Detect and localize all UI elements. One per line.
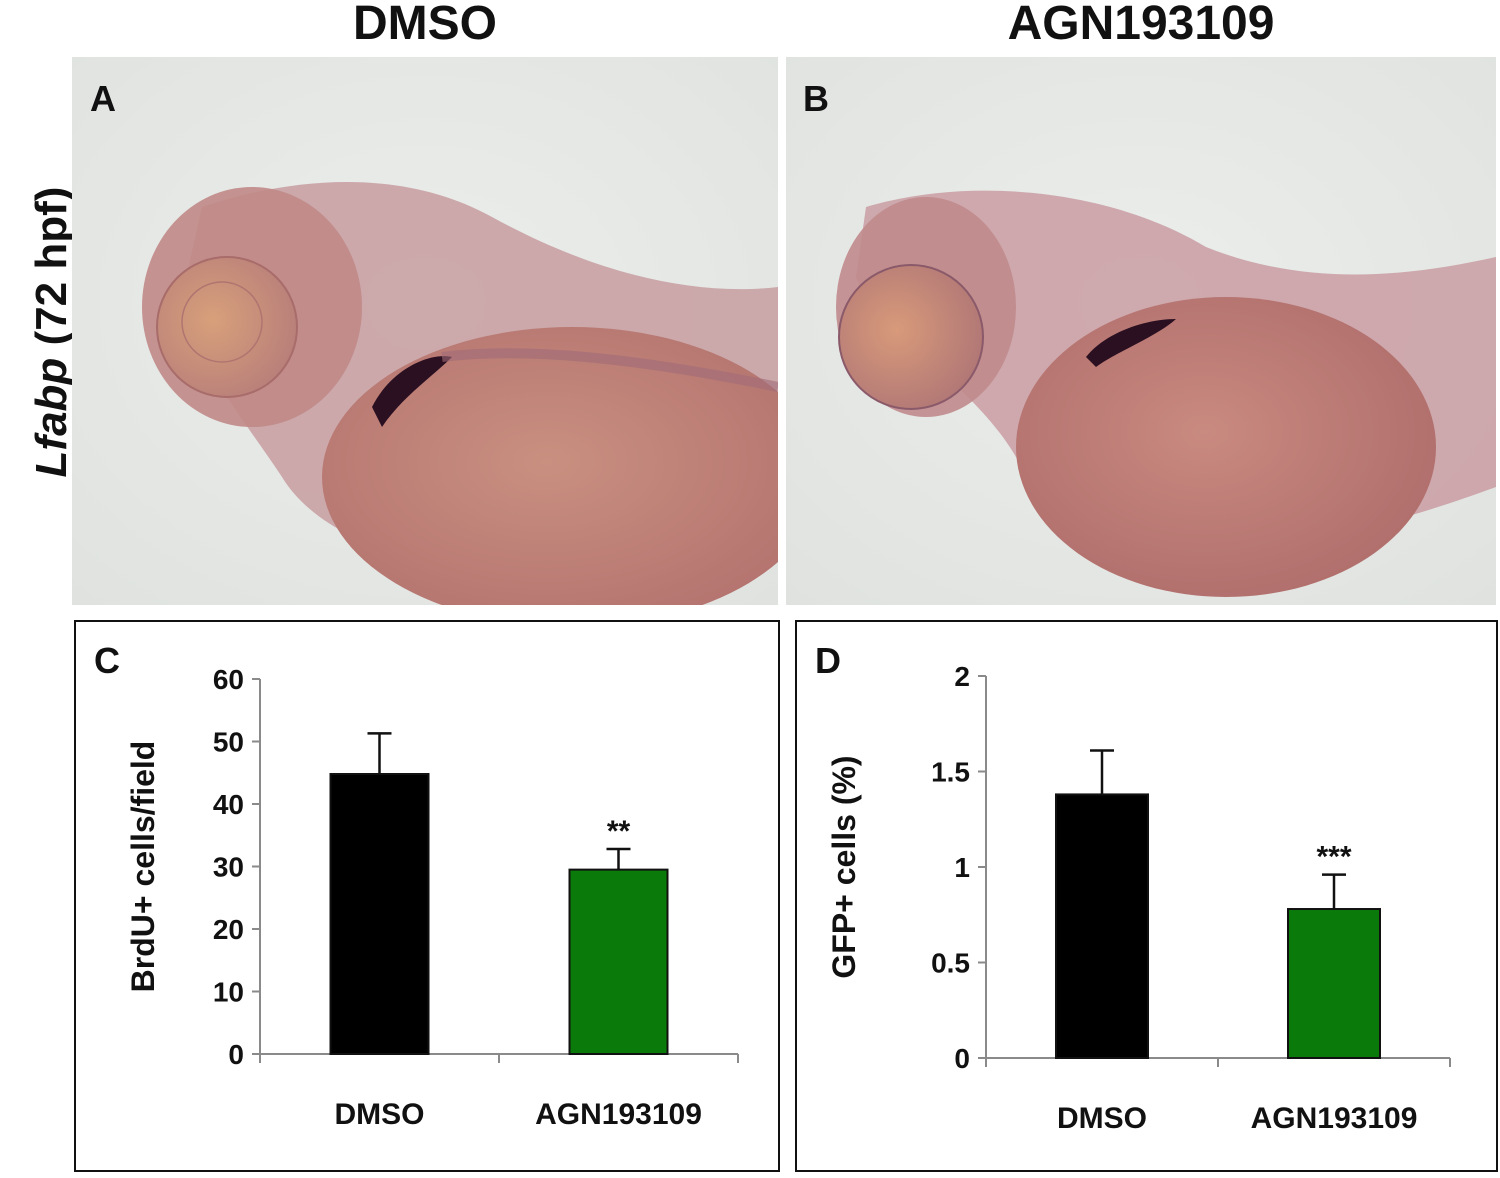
stage-label: (72 hpf) (27, 186, 76, 346)
y-axis-label: GFP+ cells (%) (826, 755, 862, 978)
panel-label-b: B (803, 78, 829, 119)
bar-dmso (1055, 793, 1149, 1059)
y-tick-label: 0 (954, 1043, 970, 1074)
significance-marker: *** (1316, 841, 1351, 874)
bar-agn193109 (568, 868, 669, 1055)
panel-label-c: C (94, 640, 120, 681)
x-category-label: AGN193109 (1251, 1102, 1418, 1135)
chart-panel-c: 0 10 20 30 40 50 60 DMSO ** AGN193109 BrdU+ cells/… (74, 620, 780, 1172)
y-tick-label: 10 (213, 977, 244, 1008)
y-tick-label: 0.5 (931, 948, 970, 979)
gene-name: Lfabp (27, 357, 76, 478)
chart-panel-d: 0 0.5 1 1.5 2 DMSO *** AGN193109 GFP+ cells (%) … (795, 620, 1498, 1172)
bar-dmso (329, 773, 430, 1055)
y-axis-label: BrdU+ cells/field (125, 741, 161, 993)
y-tick-label: 20 (213, 914, 244, 945)
significance-marker: ** (607, 815, 631, 848)
y-tick-label: 60 (213, 664, 244, 695)
y-tick-label: 40 (213, 789, 244, 820)
panel-label-d: D (815, 640, 841, 681)
y-tick-label: 30 (213, 852, 244, 883)
bar-agn193109 (1287, 908, 1381, 1059)
embryo-photo-dmso (72, 57, 778, 605)
y-tick-label: 0 (228, 1039, 244, 1070)
x-category-label: DMSO (335, 1098, 425, 1131)
panel-label-a: A (90, 78, 116, 119)
x-category-label: DMSO (1057, 1102, 1147, 1135)
y-tick-label: 50 (213, 727, 244, 758)
column-title-agn193109: AGN193109 (1007, 0, 1275, 50)
y-tick-label: 1.5 (931, 757, 970, 788)
bar-chart-brdu: 0 10 20 30 40 50 60 DMSO ** AGN193109 BrdU+ cells/… (125, 664, 739, 1131)
bar-chart-gfp: 0 0.5 1 1.5 2 DMSO *** AGN193109 GFP+ cells (%) (826, 661, 1451, 1135)
x-category-label: AGN193109 (535, 1098, 702, 1131)
embryo-photo-agn193109 (786, 57, 1496, 605)
y-tick-label: 1 (954, 852, 970, 883)
y-tick-label: 2 (954, 661, 970, 692)
column-title-dmso: DMSO (353, 0, 497, 50)
